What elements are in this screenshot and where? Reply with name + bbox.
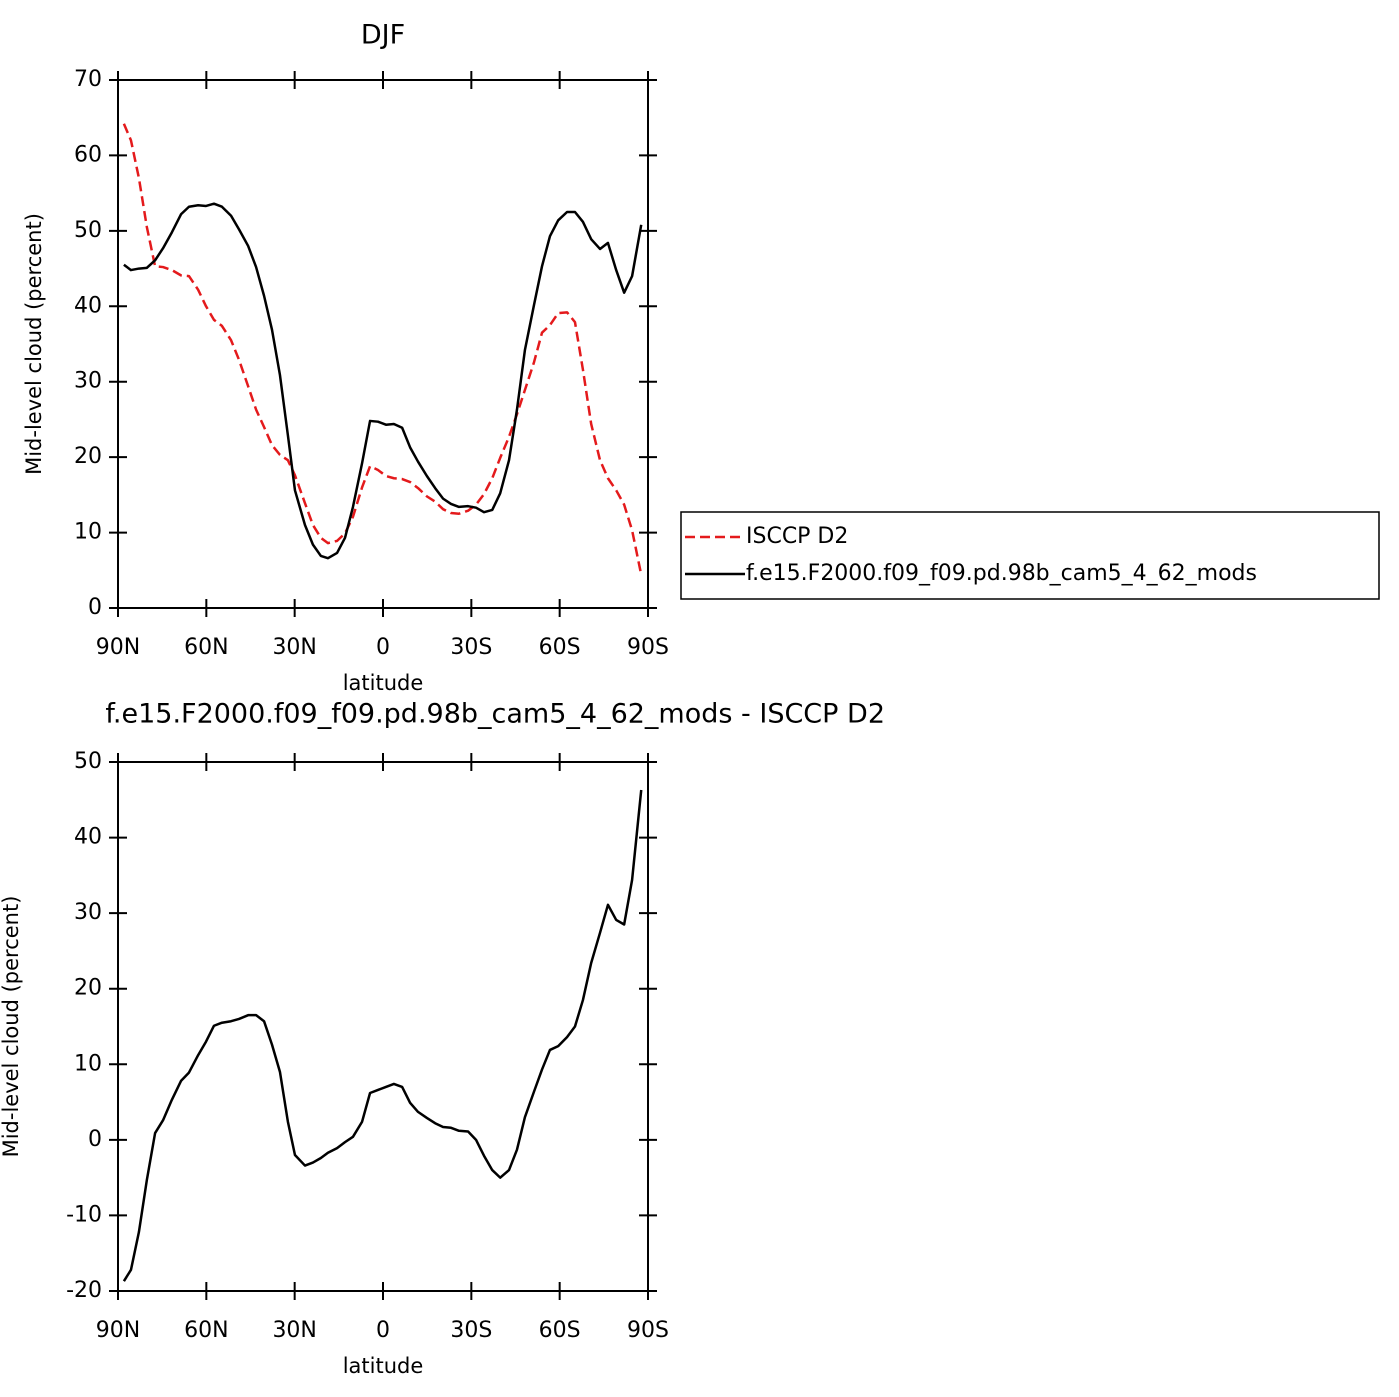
x-tick-label: 90N — [96, 1318, 140, 1343]
plot-frame — [117, 79, 649, 609]
legend-box — [680, 511, 1380, 600]
y-tick-label: 70 — [74, 67, 102, 92]
x-tick-label: 90S — [627, 635, 669, 660]
x-axis-label: latitude — [343, 671, 424, 695]
chart-title: f.e15.F2000.f09_f09.pd.98b_cam5_4_62_mod… — [105, 699, 885, 730]
y-tick-label: 50 — [74, 218, 102, 243]
y-axis-label: Mid-level cloud (percent) — [22, 213, 46, 475]
data-line — [122, 789, 643, 1282]
x-tick-label: 60N — [184, 635, 228, 660]
y-tick-label: 10 — [74, 1051, 102, 1076]
x-tick-label: 30S — [450, 635, 492, 660]
y-tick-label: 0 — [88, 1127, 102, 1152]
y-tick-label: 50 — [74, 749, 102, 774]
x-tick-label: 30S — [450, 1318, 492, 1343]
x-tick-label: 0 — [376, 635, 390, 660]
x-tick-label: 90N — [96, 635, 140, 660]
y-tick-label: -20 — [66, 1278, 102, 1303]
y-tick-label: 10 — [74, 520, 102, 545]
data-line — [122, 123, 643, 576]
y-tick-label: 0 — [88, 595, 102, 620]
y-tick-label: 60 — [74, 142, 102, 167]
y-tick-label: 40 — [74, 825, 102, 850]
chart-title: DJF — [361, 20, 405, 51]
plot-frame — [117, 761, 649, 1292]
legend: ISCCP D2 f.e15.F2000.f09_f09.pd.98b_cam5_… — [680, 511, 1380, 600]
x-tick-label: 60S — [539, 635, 581, 660]
data-line — [123, 202, 643, 560]
y-tick-label: 20 — [74, 976, 102, 1001]
x-tick-label: 0 — [376, 1318, 390, 1343]
x-tick-label: 90S — [627, 1318, 669, 1343]
x-tick-label: 30N — [272, 1318, 316, 1343]
legend-label: ISCCP D2 — [746, 524, 848, 549]
x-tick-label: 30N — [272, 635, 316, 660]
x-axis-label: latitude — [343, 1354, 424, 1378]
x-tick-label: 60S — [539, 1318, 581, 1343]
y-tick-label: 20 — [74, 444, 102, 469]
y-tick-label: 30 — [74, 900, 102, 925]
panel: DJF 0 10 20 30 40 50 60 70 90N 60N 30N 0 30S 60S 90S lat… — [22, 20, 1380, 695]
x-tick-label: 60N — [184, 1318, 228, 1343]
y-tick-label: 30 — [74, 369, 102, 394]
legend-label: f.e15.F2000.f09_f09.pd.98b_cam5_4_62_mod… — [746, 561, 1257, 586]
y-tick-label: 40 — [74, 293, 102, 318]
y-tick-label: -10 — [66, 1202, 102, 1227]
panel: f.e15.F2000.f09_f09.pd.98b_cam5_4_62_mod… — [0, 699, 885, 1379]
y-axis-label: Mid-level cloud (percent) — [0, 896, 23, 1158]
